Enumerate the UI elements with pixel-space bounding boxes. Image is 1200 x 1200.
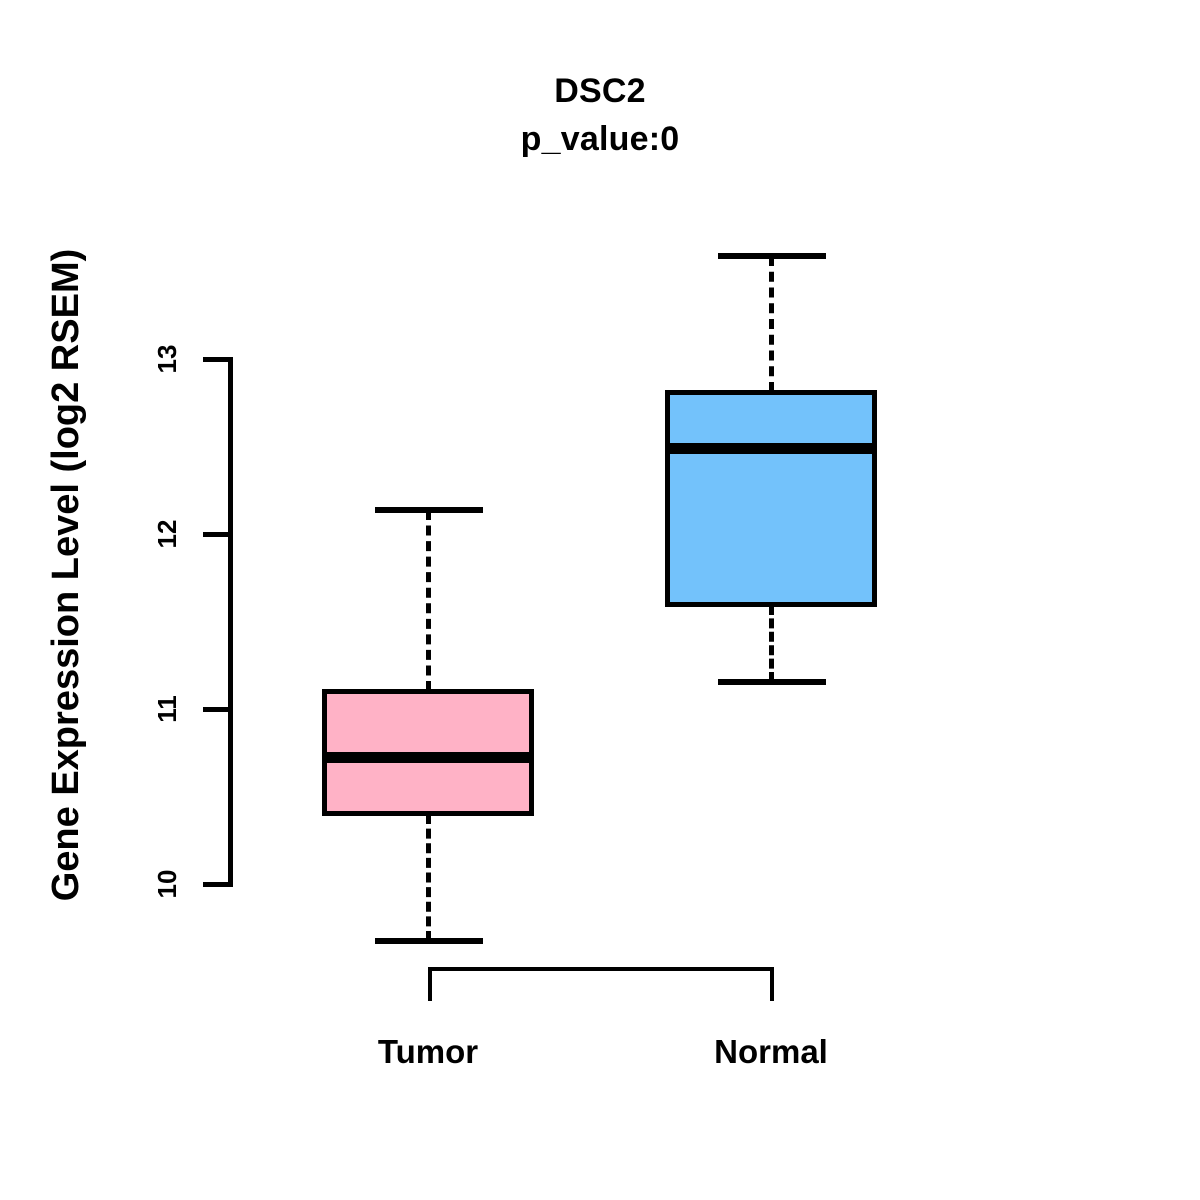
whisker-cap-upper-tumor [375,507,483,513]
whisker-lower-tumor [426,814,431,941]
y-axis-title: Gene Expression Level (log2 RSEM) [41,155,91,995]
whisker-upper-normal [769,256,774,392]
median-line-tumor [322,752,534,763]
whisker-cap-upper-normal [718,253,826,259]
y-axis-tick-10 [203,882,231,887]
whisker-lower-normal [769,605,774,682]
box-normal [665,390,877,607]
whisker-upper-tumor [426,510,431,691]
chart-subtitle-pvalue: p_value:0 [520,120,680,158]
y-axis-tick-11 [203,707,231,712]
x-axis-label-normal: Normal [714,1033,828,1070]
whisker-cap-lower-tumor [375,938,483,944]
y-axis-tick-label-11: 11 [152,695,182,723]
y-axis-tick-13 [203,357,231,362]
x-axis-line [428,967,774,971]
y-axis-tick-label-12: 12 [152,519,182,549]
y-axis-tick-label-13: 13 [152,344,182,374]
chart-title: DSC2 [554,72,646,110]
y-axis-tick-12 [203,532,231,537]
y-axis-line [228,357,233,887]
y-axis-tick-label-10: 10 [152,869,182,899]
median-line-normal [665,443,877,454]
x-axis-label-tumor: Tumor [377,1033,479,1070]
x-axis-tick-normal [770,967,774,1001]
x-axis-tick-tumor [428,967,432,1001]
y-axis-title-label: Gene Expression Level (log2 RSEM) [44,248,87,902]
whisker-cap-lower-normal [718,679,826,685]
